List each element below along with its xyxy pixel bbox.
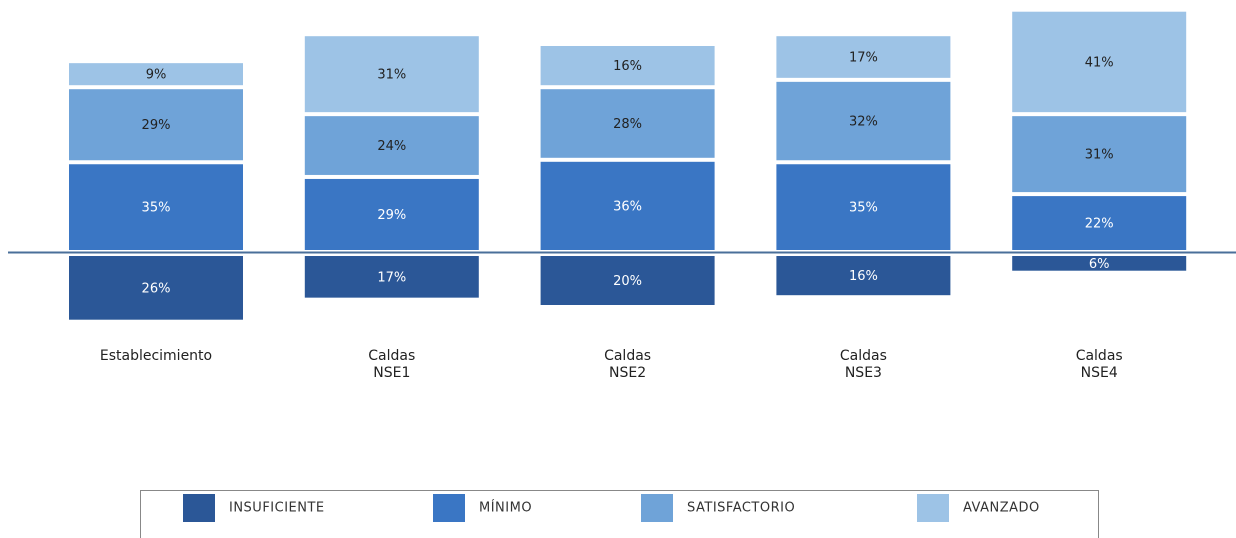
bar-segment: [69, 164, 243, 250]
bar-segment: [776, 36, 951, 78]
value-label: 24%: [377, 139, 406, 154]
x-tick-label: Caldas NSE3: [840, 348, 887, 381]
legend-swatch: [641, 494, 673, 522]
x-tick-label: Caldas NSE4: [1076, 348, 1123, 381]
value-label: 29%: [377, 208, 406, 223]
value-label: 32%: [849, 115, 878, 130]
value-label: 16%: [613, 59, 642, 74]
bar-segment: [304, 256, 479, 298]
value-label: 36%: [613, 199, 642, 214]
bar-segment: [69, 256, 243, 320]
legend-label: AVANZADO: [963, 501, 1040, 516]
legend-label: SATISFACTORIO: [687, 501, 795, 516]
bar-segment: [304, 116, 479, 175]
legend-label: INSUFICIENTE: [229, 501, 325, 516]
legend-label: MÍNIMO: [479, 500, 532, 516]
value-label: 35%: [849, 201, 878, 216]
value-label: 20%: [613, 274, 642, 289]
bar-segment: [69, 63, 243, 86]
value-label: 35%: [142, 201, 171, 216]
bar-segment: [776, 256, 951, 296]
bar-segment: [776, 81, 951, 161]
value-label: 26%: [142, 281, 171, 296]
bar-segment: [540, 256, 715, 305]
bar-segment: [1012, 196, 1187, 250]
legend-swatch: [917, 494, 949, 522]
value-label: 29%: [142, 118, 171, 133]
legend-box: [140, 490, 1099, 538]
legend-swatch: [183, 494, 215, 522]
value-label: 17%: [849, 51, 878, 66]
value-label: 31%: [377, 68, 406, 83]
bar-segment: [540, 89, 715, 158]
x-tick-label: Caldas NSE1: [368, 348, 415, 381]
value-label: 22%: [1085, 217, 1114, 232]
x-tick-label: Establecimiento: [100, 348, 212, 364]
value-label: 31%: [1085, 148, 1114, 163]
value-label: 41%: [1085, 55, 1114, 70]
value-label: 9%: [146, 68, 167, 83]
bar-segment: [1012, 256, 1187, 271]
bar-segment: [1012, 11, 1187, 113]
bar-segment: [540, 46, 715, 86]
x-tick-label: Caldas NSE2: [604, 348, 651, 381]
bar-segment: [1012, 116, 1187, 193]
bar-segment: [540, 161, 715, 250]
bar-segment: [776, 164, 951, 250]
bar-segment: [304, 178, 479, 250]
value-label: 16%: [849, 269, 878, 284]
legend-swatch: [433, 494, 465, 522]
value-label: 6%: [1089, 257, 1110, 272]
bar-segment: [304, 36, 479, 113]
bar-segment: [69, 89, 243, 161]
value-label: 28%: [613, 117, 642, 132]
value-label: 17%: [377, 270, 406, 285]
